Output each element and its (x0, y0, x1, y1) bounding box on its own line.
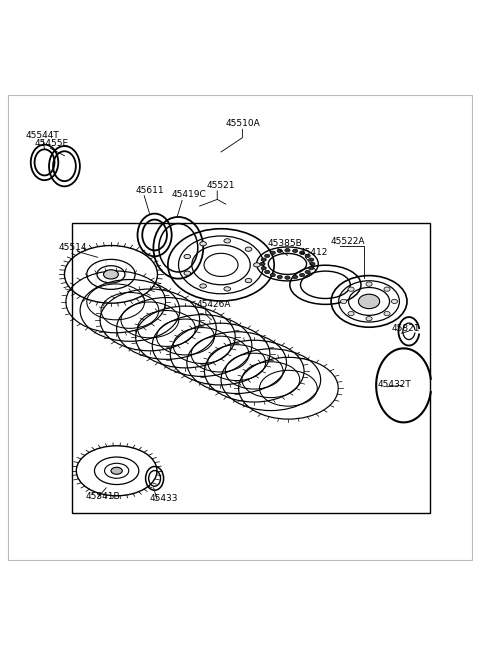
Text: 45611: 45611 (136, 185, 164, 195)
Text: 45544T: 45544T (25, 131, 60, 140)
Ellipse shape (292, 249, 298, 253)
Ellipse shape (253, 263, 260, 267)
Ellipse shape (111, 467, 122, 474)
Text: 45433: 45433 (150, 494, 179, 503)
Ellipse shape (200, 242, 206, 246)
Ellipse shape (366, 282, 372, 286)
Ellipse shape (366, 316, 372, 321)
Ellipse shape (285, 248, 290, 252)
Ellipse shape (384, 287, 390, 291)
Text: 45419C: 45419C (171, 191, 206, 199)
Ellipse shape (245, 278, 252, 283)
Ellipse shape (184, 254, 191, 259)
Ellipse shape (305, 271, 310, 274)
Ellipse shape (359, 294, 380, 309)
Ellipse shape (264, 254, 270, 257)
Ellipse shape (261, 267, 266, 270)
Ellipse shape (309, 258, 314, 261)
Ellipse shape (391, 299, 397, 303)
Ellipse shape (245, 247, 252, 252)
Text: 45455E: 45455E (35, 139, 69, 148)
Ellipse shape (224, 238, 230, 243)
Ellipse shape (384, 312, 390, 316)
Text: 45412: 45412 (300, 248, 328, 257)
Ellipse shape (340, 299, 347, 303)
Ellipse shape (292, 275, 298, 278)
Ellipse shape (309, 267, 314, 270)
Ellipse shape (348, 312, 354, 316)
Ellipse shape (300, 251, 305, 255)
Ellipse shape (260, 262, 265, 265)
Ellipse shape (310, 262, 315, 265)
Ellipse shape (277, 275, 282, 278)
Ellipse shape (305, 254, 310, 257)
Ellipse shape (270, 273, 276, 276)
Ellipse shape (277, 249, 282, 253)
Ellipse shape (300, 273, 305, 276)
Text: 45514: 45514 (59, 242, 87, 252)
Text: 45432T: 45432T (378, 380, 411, 389)
Ellipse shape (224, 287, 230, 291)
Ellipse shape (261, 258, 266, 261)
Text: 45821: 45821 (392, 324, 420, 333)
Ellipse shape (200, 284, 206, 288)
Text: 45510A: 45510A (226, 119, 261, 128)
Text: 45426A: 45426A (196, 299, 231, 309)
Ellipse shape (104, 270, 119, 279)
Ellipse shape (285, 276, 290, 279)
Ellipse shape (270, 251, 276, 255)
Ellipse shape (184, 271, 191, 275)
Text: 45521: 45521 (207, 181, 235, 190)
Text: 45522A: 45522A (330, 237, 365, 246)
Text: 45385B: 45385B (267, 239, 302, 248)
Text: 45541B: 45541B (86, 492, 120, 500)
Ellipse shape (264, 271, 270, 274)
Ellipse shape (348, 287, 354, 291)
